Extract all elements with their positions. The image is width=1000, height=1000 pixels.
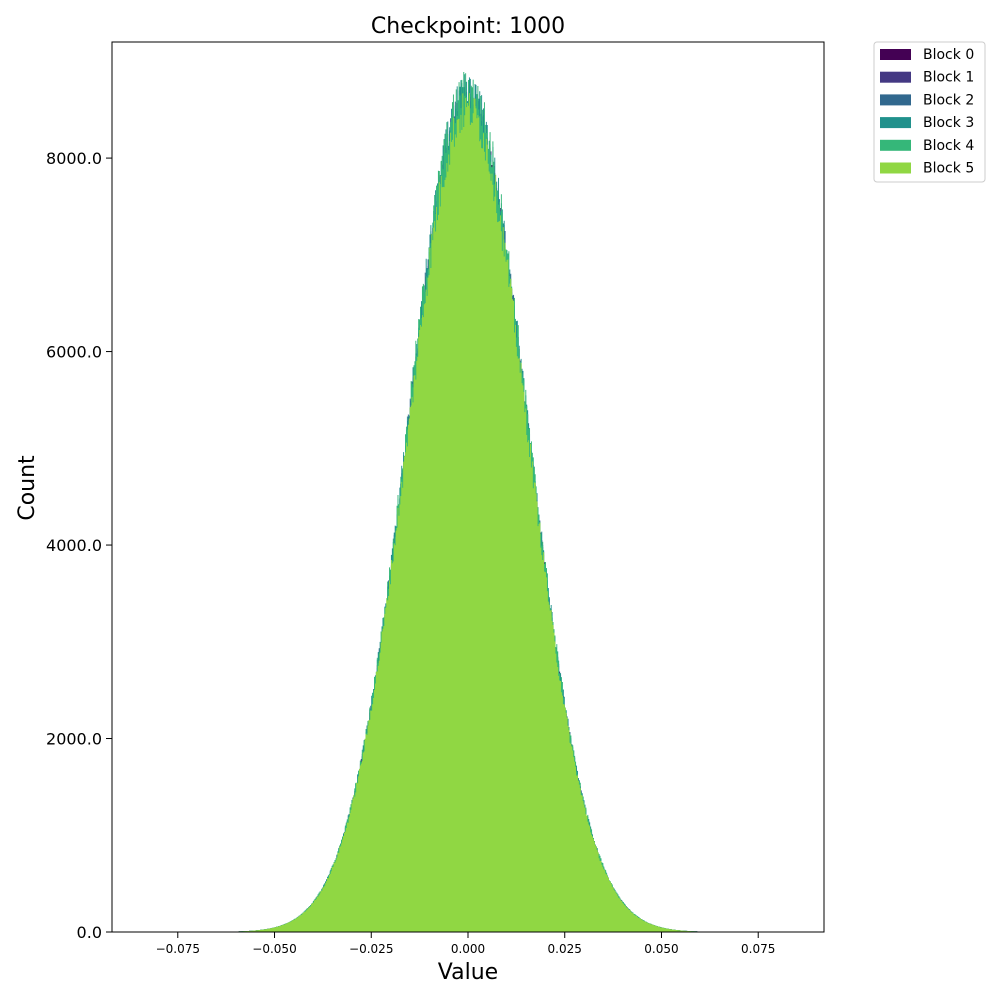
- legend-swatch: [880, 71, 911, 83]
- legend-label: Block 4: [923, 138, 974, 154]
- y-axis-label: Count: [15, 455, 40, 521]
- legend: Block 0 Block 1 Block 2 Block 3 Block 4 Block…: [873, 41, 986, 183]
- x-tick-label: −0.025: [349, 942, 393, 956]
- x-tick-label: 0.000: [451, 942, 485, 956]
- y-tick-label: 0.0: [77, 923, 102, 942]
- legend-swatch: [880, 49, 911, 60]
- legend-label: Block 3: [923, 115, 974, 131]
- legend-swatch: [880, 94, 911, 106]
- histogram-bars: [202, 72, 734, 933]
- x-tick-label: 0.050: [644, 942, 678, 956]
- legend-label: Block 0: [923, 47, 974, 63]
- legend-label: Block 5: [923, 161, 974, 177]
- legend-swatch: [880, 162, 911, 174]
- x-axis-ticks: −0.075 −0.050 −0.025 0.000 0.025 0.050 0.075: [156, 932, 775, 956]
- x-tick-label: 0.075: [741, 942, 775, 956]
- y-tick-label: 2000.0: [46, 730, 102, 749]
- legend-label: Block 1: [923, 70, 974, 86]
- x-tick-label: −0.050: [252, 942, 296, 956]
- x-tick-label: −0.075: [156, 942, 200, 956]
- legend-swatch: [880, 139, 911, 151]
- histogram-series-5: [202, 93, 733, 933]
- chart-title: Checkpoint: 1000: [371, 14, 565, 39]
- y-tick-label: 4000.0: [46, 536, 102, 555]
- x-axis-label: Value: [438, 960, 498, 985]
- legend-swatch: [880, 117, 911, 129]
- x-tick-label: 0.025: [548, 942, 582, 956]
- y-tick-label: 8000.0: [46, 149, 102, 168]
- legend-label: Block 2: [923, 92, 974, 108]
- y-axis-ticks: 0.0 2000.0 4000.0 6000.0 8000.0: [46, 149, 112, 942]
- y-tick-label: 6000.0: [46, 343, 102, 362]
